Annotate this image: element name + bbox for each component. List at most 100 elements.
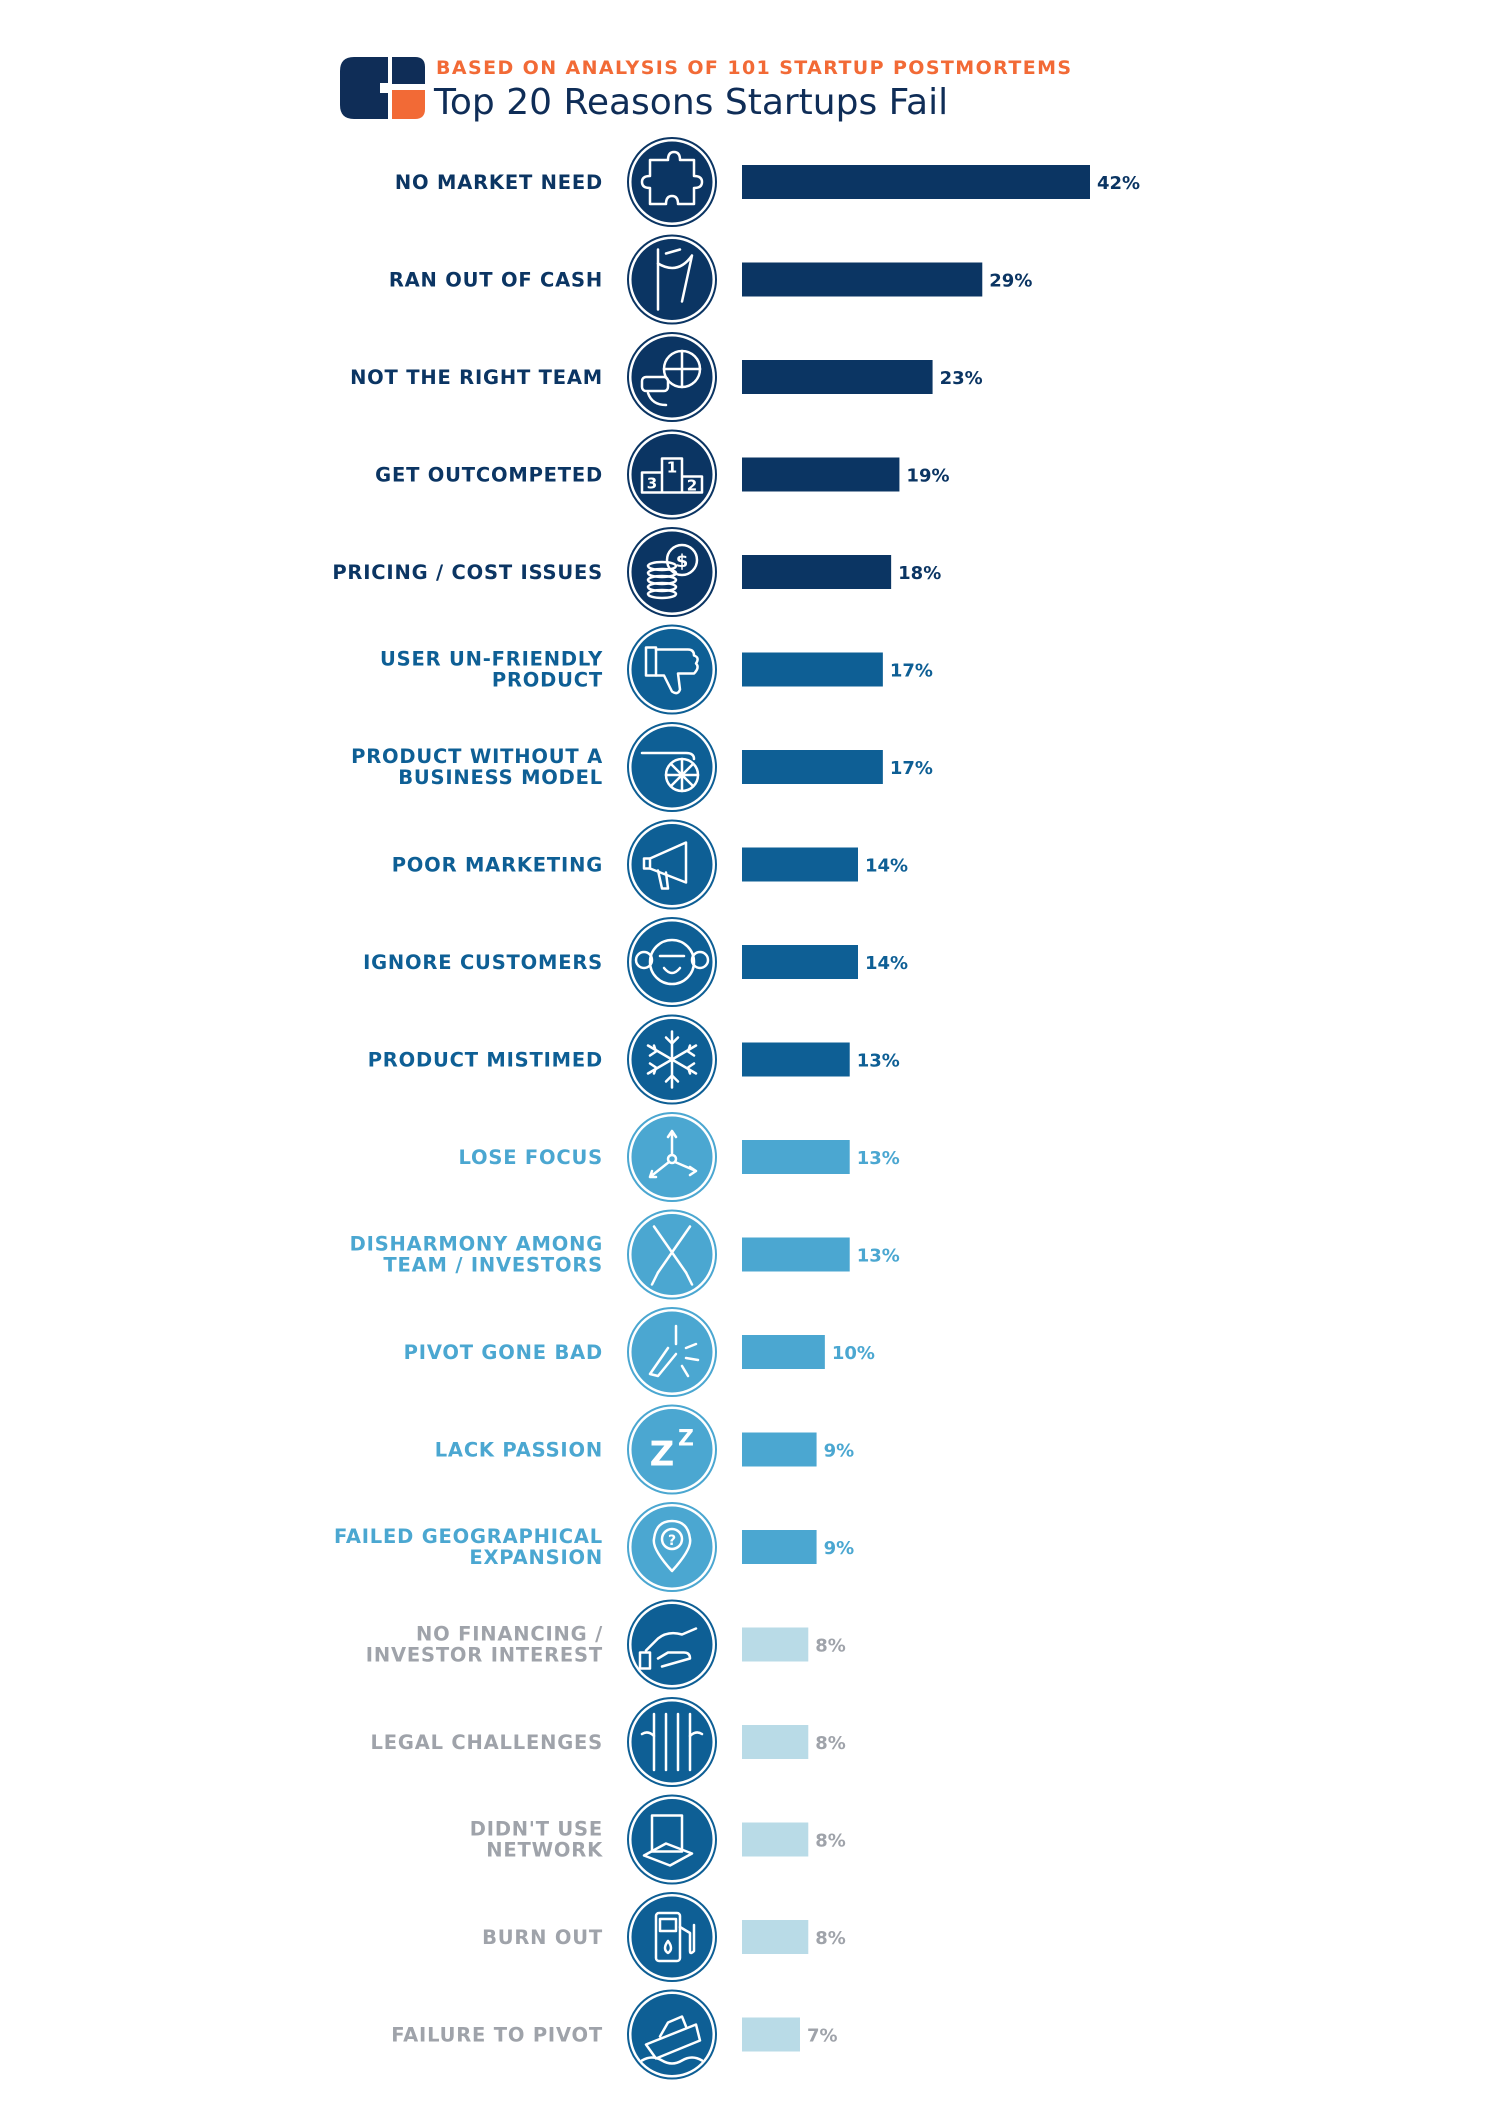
- icon-glyph: [642, 1814, 694, 1867]
- ship-hull: [644, 2023, 702, 2060]
- category-label: GET OUTCOMPETED: [375, 464, 603, 487]
- snowflake-tips: [648, 1036, 696, 1083]
- puzzle-icon: [627, 137, 717, 227]
- category-label-line: TEAM / INVESTORS: [383, 1254, 603, 1277]
- chart-row: NO FINANCING / INVESTOR INTEREST 8%: [366, 1599, 846, 1690]
- icon-badge-disc: [628, 1796, 716, 1883]
- thumbs-down-icon: [627, 624, 717, 715]
- icon-badge-ring: [627, 1404, 717, 1495]
- cart-wheel-icon: [627, 722, 717, 812]
- category-label-line: FAILED GEOGRAPHICAL: [334, 1525, 603, 1548]
- sleep-z-small: Z: [678, 1427, 694, 1452]
- icon-badge-ring: [627, 624, 717, 715]
- category-label: FAILED GEOGRAPHICAL EXPANSION: [334, 1525, 603, 1569]
- oar-blades: [650, 1271, 694, 1286]
- chart-row: RAN OUT OF CASH 29%: [389, 234, 1032, 325]
- icon-badge-ring: [627, 1892, 717, 1982]
- category-label-line: PRODUCT: [492, 669, 603, 692]
- scatter-arrows-icon: [627, 1112, 717, 1202]
- empty-pocket-icon: [627, 234, 717, 325]
- chart-row: USER UN-FRIENDLY PRODUCT 17%: [380, 624, 933, 715]
- category-label: PRODUCT MISTIMED: [368, 1049, 603, 1072]
- bar: [742, 262, 983, 297]
- category-label: DISHARMONY AMONG TEAM / INVESTORS: [350, 1233, 603, 1277]
- category-label: NO MARKET NEED: [395, 171, 603, 194]
- bar: [742, 1335, 825, 1369]
- category-label-line: NO FINANCING /: [416, 1623, 603, 1646]
- icon-glyph: [644, 646, 699, 695]
- category-label: IGNORE CUSTOMERS: [363, 951, 603, 974]
- value-label: 18%: [898, 563, 941, 584]
- value-label: 13%: [857, 1148, 900, 1169]
- icon-badge-disc: [628, 236, 716, 323]
- headset: [640, 375, 670, 393]
- pump-display: [658, 1917, 678, 1933]
- map-pin: [652, 1519, 692, 1573]
- category-label: PRICING / COST ISSUES: [332, 561, 603, 584]
- monkey-face-icon: [627, 917, 717, 1007]
- chart-row: IGNORE CUSTOMERS 14%: [363, 917, 908, 1007]
- cart-shaft: [640, 751, 696, 761]
- icon-badge-ring: [627, 527, 717, 617]
- value-label: 23%: [940, 368, 983, 389]
- megaphone-handle: [642, 857, 670, 890]
- snowflake-icon: [627, 1014, 717, 1105]
- network-box-icon: [627, 1794, 717, 1885]
- value-label: 7%: [807, 2026, 838, 2047]
- podium-label: 1: [667, 459, 677, 477]
- category-label-line: DIDN'T USE: [470, 1818, 603, 1841]
- pump-hose: [678, 1923, 696, 1955]
- icon-badge-disc: [628, 1406, 716, 1493]
- chart-row: FAILURE TO PIVOT 7%: [391, 1989, 838, 2080]
- chart-title: Top 20 Reasons Startups Fail: [434, 82, 949, 123]
- icon-glyph: [646, 1030, 698, 1089]
- fuel-drop: [663, 1939, 673, 1955]
- icon-glyph: [648, 1129, 698, 1179]
- hand-fingers: [656, 1651, 692, 1668]
- bar: [742, 652, 883, 687]
- bar: [742, 457, 900, 492]
- icon-glyph: [640, 1712, 704, 1772]
- crash-rays: [680, 1342, 700, 1378]
- face: [646, 391, 668, 407]
- podium-label: 2: [687, 477, 697, 495]
- bar: [742, 847, 858, 882]
- puzzle-piece: [640, 150, 704, 206]
- icon-glyph: [650, 1225, 694, 1286]
- hand-icon: [627, 1599, 717, 1690]
- chart-row: BURN OUT 8%: [482, 1892, 846, 1982]
- logo-c-shape: [340, 57, 388, 119]
- gripping-hands: [640, 1731, 704, 1738]
- bar: [742, 2017, 800, 2052]
- icon-glyph: [640, 2015, 704, 2065]
- chart-header: BASED ON ANALYSIS OF 101 STARTUP POSTMOR…: [340, 52, 1240, 142]
- value-label: 8%: [815, 1636, 846, 1657]
- category-label-line: NETWORK: [486, 1839, 603, 1862]
- icon-badge-disc: [628, 626, 716, 713]
- ship-deck: [658, 2015, 688, 2038]
- chart-row: PRODUCT WITHOUT A BUSINESS MODEL 17%: [351, 722, 933, 812]
- icon-badge-disc: [628, 1698, 716, 1786]
- icon-glyph: [640, 150, 704, 206]
- icon-badge-ring: [627, 429, 717, 520]
- value-label: 17%: [890, 758, 933, 779]
- icon-glyph: [634, 938, 710, 986]
- chart-row: FAILED GEOGRAPHICAL EXPANSION? 9%: [334, 1502, 854, 1592]
- icon-glyph: ?: [652, 1519, 692, 1573]
- hand-palm: [644, 1627, 698, 1652]
- bar: [742, 1725, 809, 1759]
- bar: [742, 1237, 850, 1272]
- chart-row: NO MARKET NEED 42%: [395, 137, 1140, 227]
- bar: [742, 945, 858, 979]
- monkey-ear: [634, 950, 654, 970]
- fuel-pump-icon: [627, 1892, 717, 1982]
- podium-blocks: [640, 457, 704, 494]
- icon-badge-disc: [628, 1893, 716, 1981]
- water-wave: [640, 2056, 704, 2065]
- icon-badge-ring: [627, 1502, 717, 1592]
- icon-glyph: [654, 1911, 696, 1963]
- chart-row: PIVOT GONE BAD 10%: [404, 1307, 875, 1397]
